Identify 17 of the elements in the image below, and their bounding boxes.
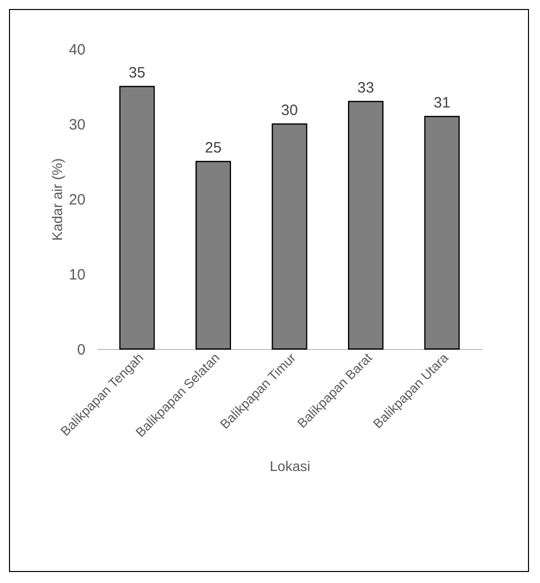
- data-label: 30: [281, 102, 298, 119]
- data-label: 31: [434, 94, 450, 112]
- bar: [424, 116, 460, 350]
- y-tick-label: 0: [77, 342, 86, 358]
- y-tick-label: 20: [68, 192, 86, 208]
- y-tick-label: 30: [68, 116, 86, 134]
- y-tick-label: 10: [68, 266, 86, 284]
- bar: [272, 123, 308, 350]
- data-label: 33: [357, 80, 374, 96]
- data-label: 35: [128, 64, 146, 82]
- bar: [348, 100, 384, 350]
- bar: [119, 86, 155, 350]
- x-axis-title: Lokasi: [270, 458, 310, 474]
- y-tick-label: 40: [68, 42, 86, 58]
- data-label: 25: [204, 140, 222, 156]
- bar: [196, 160, 232, 350]
- y-axis-title: Kadar air (%): [48, 158, 65, 241]
